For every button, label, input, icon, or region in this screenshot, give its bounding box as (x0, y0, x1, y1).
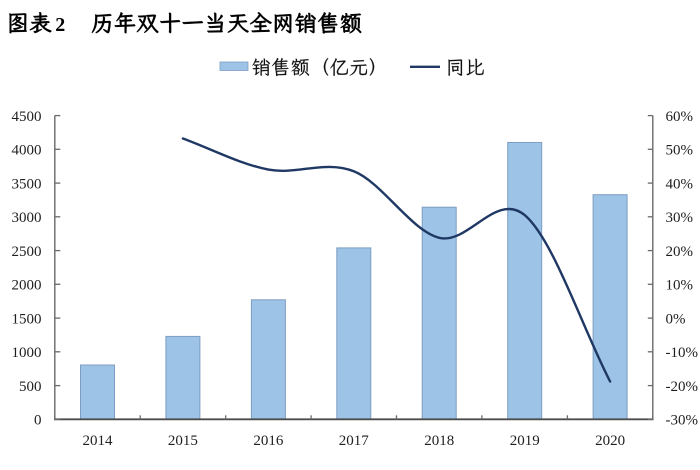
svg-text:2019: 2019 (510, 433, 540, 449)
svg-text:0: 0 (34, 413, 42, 429)
svg-text:3000: 3000 (12, 210, 42, 226)
svg-text:2000: 2000 (12, 278, 42, 294)
svg-text:2018: 2018 (424, 433, 454, 449)
svg-text:40%: 40% (666, 176, 694, 192)
svg-text:30%: 30% (666, 210, 694, 226)
svg-text:1000: 1000 (12, 345, 42, 361)
svg-text:2017: 2017 (339, 433, 370, 449)
svg-text:4500: 4500 (12, 109, 42, 125)
svg-text:50%: 50% (666, 143, 694, 159)
svg-text:2016: 2016 (253, 433, 284, 449)
svg-text:2: 2 (55, 14, 65, 36)
svg-text:4000: 4000 (12, 143, 42, 159)
svg-text:2015: 2015 (168, 433, 198, 449)
svg-text:500: 500 (19, 379, 42, 395)
svg-text:3500: 3500 (12, 176, 42, 192)
svg-text:20%: 20% (666, 244, 694, 260)
svg-text:-10%: -10% (666, 345, 699, 361)
svg-text:2020: 2020 (595, 433, 625, 449)
svg-text:2014: 2014 (83, 433, 114, 449)
svg-text:10%: 10% (666, 278, 694, 294)
svg-text:1500: 1500 (12, 311, 42, 327)
svg-text:-20%: -20% (666, 379, 699, 395)
svg-text:0%: 0% (666, 311, 686, 327)
svg-text:60%: 60% (666, 109, 694, 125)
svg-text:-30%: -30% (666, 413, 699, 429)
svg-text:2500: 2500 (12, 244, 42, 260)
